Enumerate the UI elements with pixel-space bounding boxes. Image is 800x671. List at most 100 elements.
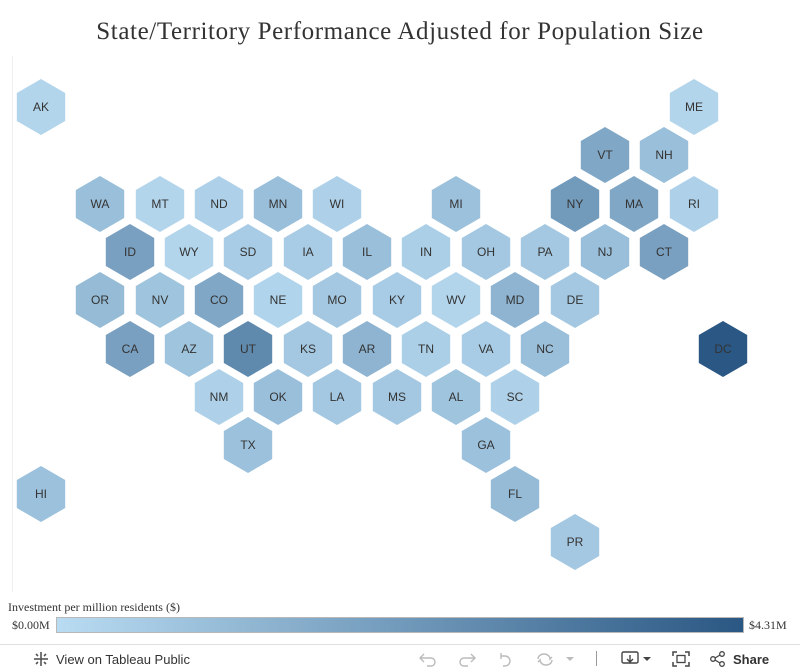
view-on-tableau-link[interactable]: View on Tableau Public [32, 649, 190, 669]
share-button[interactable]: Share [709, 649, 769, 669]
hex-shape[interactable] [550, 272, 600, 328]
region-hex-mi[interactable]: MI [431, 176, 481, 232]
hex-shape[interactable] [135, 272, 185, 328]
undo-icon[interactable] [418, 649, 438, 669]
fullscreen-icon[interactable] [671, 649, 691, 669]
hex-shape[interactable] [372, 369, 422, 425]
hex-shape[interactable] [253, 176, 303, 232]
region-hex-ma[interactable]: MA [609, 176, 659, 232]
region-hex-il[interactable]: IL [342, 224, 392, 280]
hex-shape[interactable] [401, 321, 451, 377]
hex-shape[interactable] [550, 176, 600, 232]
hex-shape[interactable] [520, 321, 570, 377]
region-hex-pr[interactable]: PR [550, 514, 600, 570]
region-hex-ct[interactable]: CT [639, 224, 689, 280]
region-hex-wa[interactable]: WA [75, 176, 125, 232]
region-hex-ok[interactable]: OK [253, 369, 303, 425]
region-hex-pa[interactable]: PA [520, 224, 570, 280]
hex-shape[interactable] [490, 466, 540, 522]
region-hex-ne[interactable]: NE [253, 272, 303, 328]
hex-shape[interactable] [431, 369, 481, 425]
hex-shape[interactable] [75, 272, 125, 328]
region-hex-fl[interactable]: FL [490, 466, 540, 522]
region-hex-sd[interactable]: SD [223, 224, 273, 280]
hex-shape[interactable] [75, 176, 125, 232]
region-hex-nj[interactable]: NJ [580, 224, 630, 280]
region-hex-wi[interactable]: WI [312, 176, 362, 232]
download-icon[interactable] [620, 649, 652, 669]
region-hex-hi[interactable]: HI [16, 466, 66, 522]
region-hex-me[interactable]: ME [669, 79, 719, 135]
region-hex-mo[interactable]: MO [312, 272, 362, 328]
region-hex-nh[interactable]: NH [639, 127, 689, 183]
hex-shape[interactable] [698, 321, 748, 377]
hex-shape[interactable] [401, 224, 451, 280]
region-hex-sc[interactable]: SC [490, 369, 540, 425]
hex-shape[interactable] [461, 224, 511, 280]
region-hex-oh[interactable]: OH [461, 224, 511, 280]
region-hex-ri[interactable]: RI [669, 176, 719, 232]
region-hex-ky[interactable]: KY [372, 272, 422, 328]
region-hex-in[interactable]: IN [401, 224, 451, 280]
region-hex-az[interactable]: AZ [164, 321, 214, 377]
region-hex-wv[interactable]: WV [431, 272, 481, 328]
hex-shape[interactable] [609, 176, 659, 232]
region-hex-nv[interactable]: NV [135, 272, 185, 328]
hex-shape[interactable] [283, 321, 333, 377]
region-hex-de[interactable]: DE [550, 272, 600, 328]
hex-shape[interactable] [490, 272, 540, 328]
region-hex-ak[interactable]: AK [16, 79, 66, 135]
region-hex-md[interactable]: MD [490, 272, 540, 328]
region-hex-ar[interactable]: AR [342, 321, 392, 377]
hex-shape[interactable] [312, 369, 362, 425]
hex-shape[interactable] [105, 224, 155, 280]
region-hex-ga[interactable]: GA [461, 417, 511, 473]
region-hex-or[interactable]: OR [75, 272, 125, 328]
region-hex-ut[interactable]: UT [223, 321, 273, 377]
hex-shape[interactable] [669, 176, 719, 232]
hex-shape[interactable] [639, 224, 689, 280]
hex-shape[interactable] [164, 224, 214, 280]
hex-shape[interactable] [16, 466, 66, 522]
hex-shape[interactable] [639, 127, 689, 183]
region-hex-wy[interactable]: WY [164, 224, 214, 280]
hex-shape[interactable] [550, 514, 600, 570]
region-hex-ia[interactable]: IA [283, 224, 333, 280]
hex-shape[interactable] [372, 272, 422, 328]
hex-shape[interactable] [223, 417, 273, 473]
region-hex-nm[interactable]: NM [194, 369, 244, 425]
region-hex-tn[interactable]: TN [401, 321, 451, 377]
hex-shape[interactable] [342, 321, 392, 377]
hex-shape[interactable] [194, 176, 244, 232]
hex-shape[interactable] [135, 176, 185, 232]
region-hex-al[interactable]: AL [431, 369, 481, 425]
hex-shape[interactable] [431, 176, 481, 232]
hex-shape[interactable] [490, 369, 540, 425]
region-hex-ca[interactable]: CA [105, 321, 155, 377]
region-hex-co[interactable]: CO [194, 272, 244, 328]
region-hex-va[interactable]: VA [461, 321, 511, 377]
hex-shape[interactable] [520, 224, 570, 280]
hex-shape[interactable] [312, 272, 362, 328]
hex-shape[interactable] [194, 369, 244, 425]
hex-shape[interactable] [283, 224, 333, 280]
redo-icon[interactable] [457, 649, 477, 669]
region-hex-nc[interactable]: NC [520, 321, 570, 377]
region-hex-ks[interactable]: KS [283, 321, 333, 377]
region-hex-mt[interactable]: MT [135, 176, 185, 232]
hex-shape[interactable] [431, 272, 481, 328]
region-hex-ms[interactable]: MS [372, 369, 422, 425]
region-hex-nd[interactable]: ND [194, 176, 244, 232]
hex-shape[interactable] [253, 369, 303, 425]
hex-shape[interactable] [164, 321, 214, 377]
hex-shape[interactable] [461, 321, 511, 377]
hex-shape[interactable] [342, 224, 392, 280]
pause-dropdown-icon[interactable] [565, 649, 575, 669]
region-hex-tx[interactable]: TX [223, 417, 273, 473]
refresh-icon[interactable] [535, 649, 555, 669]
hex-shape[interactable] [223, 224, 273, 280]
region-hex-id[interactable]: ID [105, 224, 155, 280]
hex-shape[interactable] [16, 79, 66, 135]
region-hex-ny[interactable]: NY [550, 176, 600, 232]
hex-shape[interactable] [223, 321, 273, 377]
